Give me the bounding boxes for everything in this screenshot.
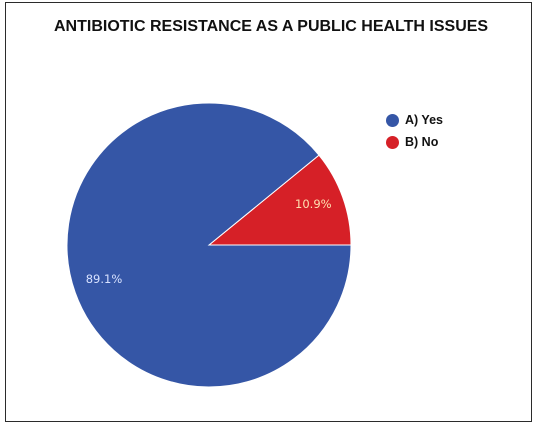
legend-swatch-yes [386, 113, 399, 127]
legend-label-yes: A) Yes [405, 113, 443, 127]
legend: A) Yes B) No [386, 110, 443, 154]
pie-slice-no [207, 154, 352, 246]
data-label-no: 10.9% [295, 197, 332, 211]
legend-swatch-no [386, 135, 399, 149]
pie-slice-yes [66, 102, 352, 388]
legend-label-no: B) No [405, 135, 439, 149]
chart-title: ANTIBIOTIC RESISTANCE AS A PUBLIC HEALTH… [54, 18, 489, 35]
legend-item-no: B) No [386, 132, 443, 152]
legend-item-yes: A) Yes [386, 110, 443, 130]
data-label-yes: 89.1% [86, 272, 123, 286]
